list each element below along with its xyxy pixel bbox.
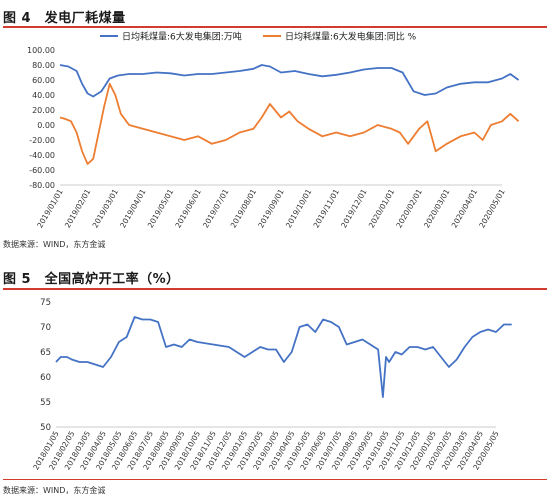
y-tick-label: 100.00: [27, 46, 55, 55]
figure-5-bottom-rule: [3, 479, 547, 480]
x-tick-label: 2020/05/01: [477, 187, 507, 229]
x-tick-label: 2019/07/01: [201, 187, 231, 229]
figure-5-title-rule: [3, 288, 547, 290]
x-tick-label: 2019/11/01: [312, 187, 342, 229]
y-tick-label: 65: [40, 348, 51, 358]
x-tick-label: 2019/04/01: [118, 187, 148, 229]
y-tick-label: 60.00: [32, 76, 55, 85]
y-tick-label: 50: [40, 423, 51, 433]
x-tick-label: 2020/03/01: [422, 187, 452, 229]
figure-4-title: 图 4 发电厂耗煤量: [3, 11, 126, 26]
x-tick-label: 2019/12/01: [339, 187, 369, 229]
y-tick-label: 80.00: [32, 61, 55, 70]
x-tick-label: 2019/08/01: [229, 187, 259, 229]
y-tick-label: -60.00: [29, 166, 55, 175]
figure-5-title: 图 5 全国高炉开工率（%）: [3, 272, 180, 287]
blast-furnace-rate-chart: 7570656055502018/01/052018/02/052018/03/…: [31, 298, 512, 471]
series-line-2: [59, 82, 520, 165]
x-tick-label: 2019/10/01: [284, 187, 314, 229]
y-tick-label: 20.00: [32, 106, 55, 115]
y-tick-label: -20.00: [29, 136, 55, 145]
x-tick-label: 2019/05/01: [146, 187, 176, 229]
x-tick-label: 2020/02/01: [394, 187, 424, 229]
x-tick-label: 2019/01/01: [35, 187, 65, 229]
y-tick-label: 70: [40, 323, 51, 333]
x-tick-label: 2019/03/01: [91, 187, 121, 229]
x-tick-label: 2020/01/01: [367, 187, 397, 229]
legend-label-2: 日均耗煤量:6大发电集团:同比 %: [285, 31, 417, 43]
series-line-1: [59, 64, 520, 98]
y-tick-label: -80.00: [29, 181, 55, 190]
x-tick-label: 2019/09/01: [256, 187, 286, 229]
coal-consumption-chart: 100.00 80.00 60.00 40.00 20.00 0.00 -20.00 -40.…: [27, 31, 520, 229]
y-tick-label: 40.00: [32, 91, 55, 100]
x-tick-label: 2020/04/01: [450, 187, 480, 229]
figure-4-source: 数据来源：WIND，东方金诚: [3, 240, 106, 249]
legend-label-1: 日均耗煤量:6大发电集团:万吨: [122, 31, 242, 43]
x-tick-label: 2019/06/01: [173, 187, 203, 229]
figure-4-title-rule: [3, 26, 547, 28]
y-tick-label: 60: [40, 373, 51, 383]
series-line-1: [55, 316, 512, 398]
x-tick-label: 2019/02/01: [63, 187, 93, 229]
y-tick-label: -40.00: [29, 151, 55, 160]
y-tick-label: 75: [40, 298, 51, 308]
figure-5-source: 数据来源：WIND，东方金诚: [3, 486, 106, 495]
y-tick-label: 55: [40, 398, 51, 408]
y-tick-label: 0.00: [37, 121, 55, 130]
